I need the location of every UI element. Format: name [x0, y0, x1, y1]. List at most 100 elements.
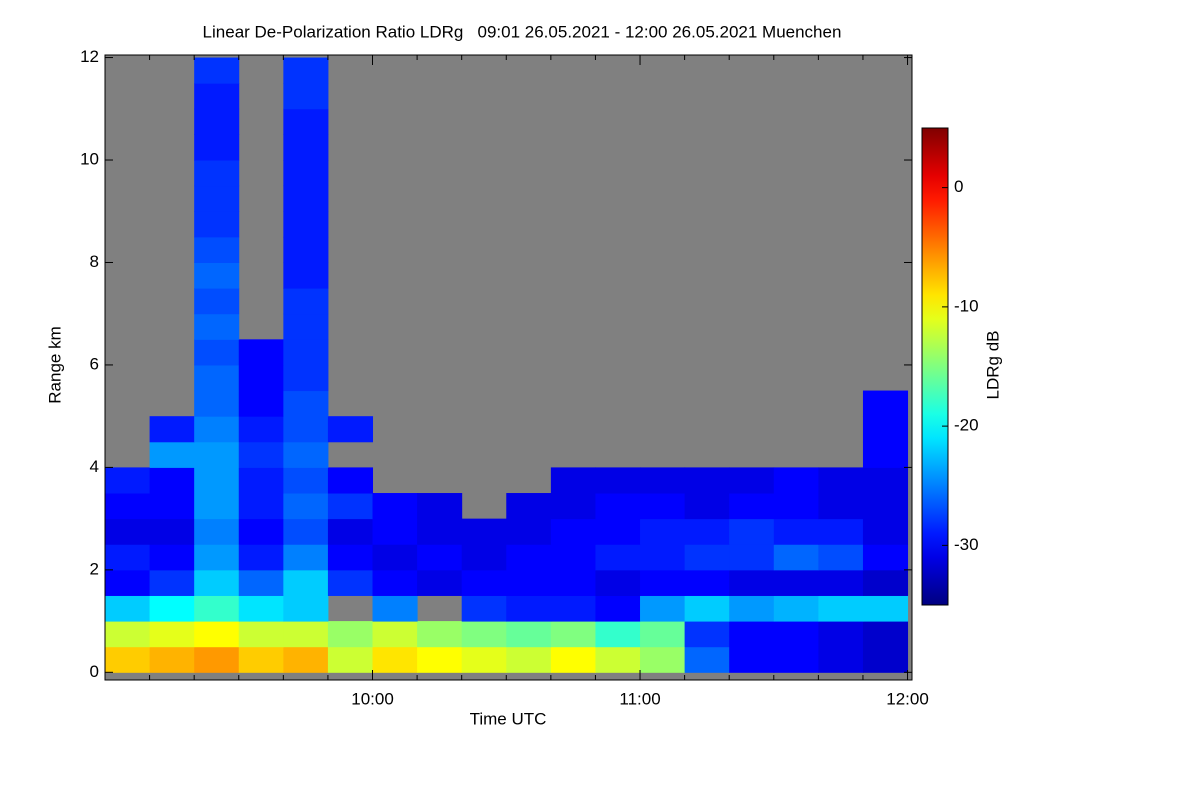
heat-cell — [327, 569, 374, 596]
heat-cell — [417, 621, 463, 648]
y-tick-label: 12 — [80, 47, 99, 66]
heat-cell — [149, 569, 195, 596]
heat-cell — [818, 646, 864, 673]
heat-cell — [194, 467, 240, 494]
heat-cell — [194, 160, 240, 187]
x-axis-label: Time UTC — [470, 709, 547, 728]
heat-cell — [550, 493, 596, 520]
heat-cell — [595, 544, 641, 571]
heat-cell — [372, 544, 418, 571]
heat-cell — [283, 544, 329, 571]
heat-cell — [461, 518, 507, 545]
heat-cell — [417, 493, 463, 520]
heat-cell — [417, 646, 463, 673]
heat-cell — [327, 467, 374, 494]
heat-cell — [550, 569, 596, 596]
heat-cell — [238, 544, 284, 571]
heat-cell — [283, 441, 329, 468]
heat-cell — [238, 621, 284, 648]
heat-cell — [238, 416, 284, 443]
heat-cell — [550, 595, 596, 622]
heat-cell — [818, 467, 864, 494]
heat-cell — [194, 339, 240, 366]
x-tick-label: 12:00 — [886, 689, 929, 708]
heat-cell — [372, 646, 418, 673]
heat-cell — [729, 595, 775, 622]
heat-cell — [595, 595, 641, 622]
heat-cell — [417, 569, 463, 596]
heat-cell — [640, 467, 686, 494]
heat-cell — [283, 134, 329, 161]
heat-cell — [194, 211, 240, 238]
heat-cell — [149, 595, 195, 622]
heat-cell — [194, 134, 240, 161]
heat-cell — [729, 646, 775, 673]
heat-cell — [327, 493, 374, 520]
heat-cell — [684, 467, 730, 494]
heat-cell — [729, 621, 775, 648]
heat-cell — [640, 544, 686, 571]
heat-cell — [283, 339, 329, 366]
heat-cell — [595, 646, 641, 673]
heat-cell — [818, 544, 864, 571]
heat-cell — [773, 646, 819, 673]
heat-cell — [372, 493, 418, 520]
heat-cell — [238, 364, 284, 392]
colorbar-tick-label: -30 — [954, 535, 979, 554]
heat-cell — [729, 467, 775, 494]
heat-cell — [238, 646, 284, 673]
heat-cell — [684, 646, 730, 673]
heat-cell — [283, 236, 329, 263]
heat-cell — [729, 518, 775, 545]
heat-cell — [729, 493, 775, 520]
heat-cell — [194, 416, 240, 443]
heat-cell — [684, 544, 730, 571]
heat-cell — [640, 595, 686, 622]
heat-cell — [773, 467, 819, 494]
colorbar-label: LDRg dB — [983, 331, 1002, 400]
heat-cell — [684, 569, 730, 596]
heat-cell — [105, 467, 151, 494]
heat-cell — [149, 544, 195, 571]
y-tick-label: 4 — [90, 457, 99, 476]
heat-cell — [862, 518, 909, 545]
heat-cell — [640, 646, 686, 673]
plot-frame — [104, 54, 913, 681]
heat-cell — [461, 544, 507, 571]
chart-title: Linear De-Polarization Ratio LDRg 09:01 … — [203, 22, 842, 41]
y-tick-label: 2 — [90, 559, 99, 578]
heat-cell — [194, 108, 240, 135]
heat-cell — [862, 441, 909, 468]
heat-cell — [372, 595, 418, 622]
heat-cell — [506, 595, 552, 622]
heat-cell — [417, 544, 463, 571]
heat-cell — [283, 185, 329, 212]
heat-cell — [862, 467, 909, 494]
heat-cell — [372, 621, 418, 648]
heat-cell — [194, 57, 240, 84]
heat-cell — [149, 646, 195, 673]
heat-cell — [506, 621, 552, 648]
heat-cell — [506, 646, 552, 673]
heat-cell — [283, 569, 329, 596]
heat-cell — [640, 518, 686, 545]
heat-cell — [105, 569, 151, 596]
heat-cell — [283, 313, 329, 340]
heat-cell — [773, 493, 819, 520]
heat-cell — [283, 288, 329, 315]
heat-cell — [327, 416, 374, 443]
heat-cell — [729, 544, 775, 571]
heat-cell — [194, 518, 240, 545]
heat-cell — [327, 646, 374, 673]
heat-cell — [372, 569, 418, 596]
heat-cell — [194, 441, 240, 468]
heat-cell — [550, 646, 596, 673]
heat-cell — [550, 621, 596, 648]
heat-cell — [461, 621, 507, 648]
heat-cell — [105, 621, 151, 648]
heat-cell — [238, 467, 284, 494]
heat-cell — [238, 518, 284, 545]
heat-cell — [194, 236, 240, 263]
colorbar-tick-label: 0 — [954, 177, 963, 196]
heat-cell — [283, 262, 329, 289]
